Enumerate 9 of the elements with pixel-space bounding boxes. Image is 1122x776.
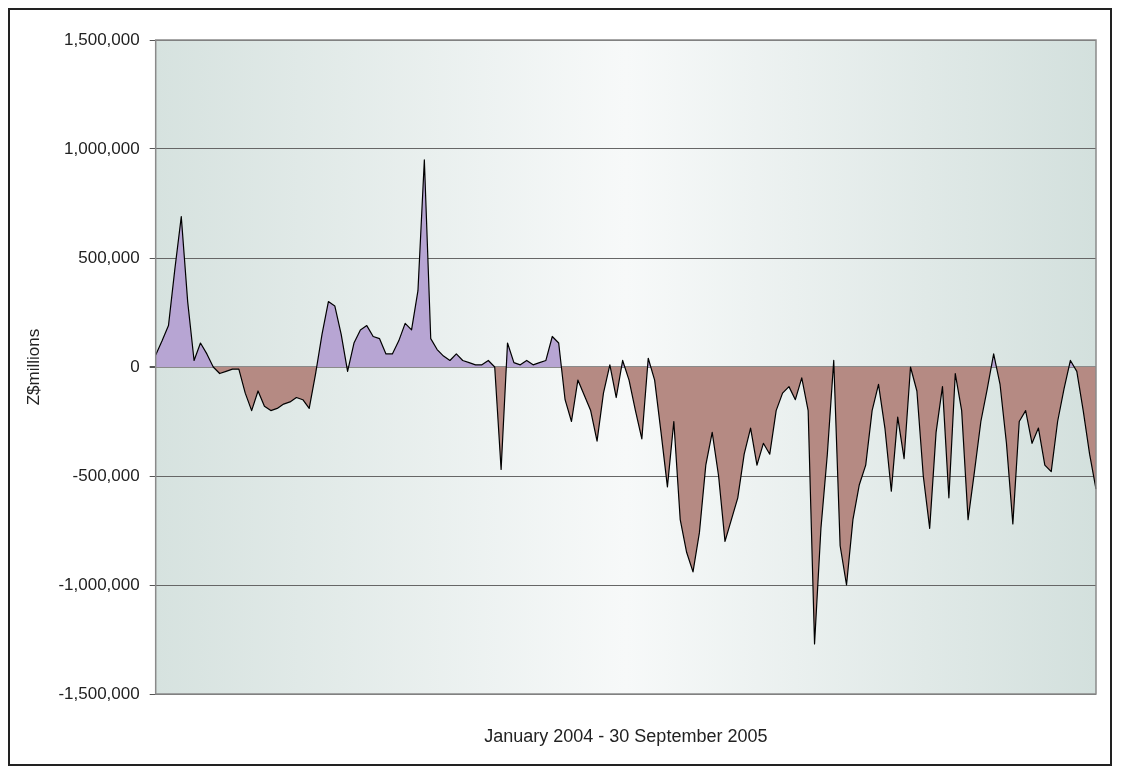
y-tick-label: 500,000 (78, 247, 140, 267)
y-tick-label: -500,000 (72, 465, 140, 485)
y-axis-title: Z$millions (23, 328, 43, 406)
y-tick-label: 1,500,000 (64, 29, 140, 49)
y-tick-label: -1,000,000 (58, 574, 140, 594)
y-tick-label: 1,000,000 (64, 138, 140, 158)
x-axis-title: January 2004 - 30 September 2005 (484, 726, 768, 747)
y-tick-label: -1,500,000 (58, 683, 140, 703)
y-tick-label: 0 (130, 356, 140, 376)
